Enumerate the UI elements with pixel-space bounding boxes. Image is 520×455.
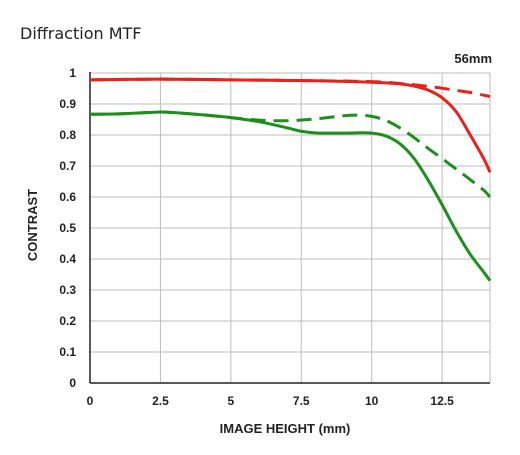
y-tick-label: 0.8 [59,128,76,142]
grid-lines [90,72,491,384]
y-tick-label: 0.5 [59,221,76,235]
x-axis-title: IMAGE HEIGHT (mm) [220,421,351,436]
tick-labels: 00.10.20.30.40.50.60.70.80.910 2.5 5 7.5 10 1… [59,66,454,408]
x-tick-label: 12.5 [430,394,454,408]
y-tick-label: 0.3 [59,283,76,297]
y-tick-label: 0.7 [59,159,76,173]
page-title: Diffraction MTF [20,24,142,43]
y-tick-label: 0.2 [59,314,76,328]
y-tick-label: 1 [69,66,76,80]
y-tick-label: 0.4 [59,252,76,266]
y-tick-label: 0 [69,376,76,390]
series-line-red-solid [89,77,492,173]
x-tick-label: 10 [365,394,379,408]
axes [89,72,490,384]
y-tick-label: 0.6 [59,190,76,204]
focal-length-label: 56mm [454,51,492,66]
x-tick-label: 2.5 [152,394,169,408]
x-tick-label: 0 [87,394,94,408]
y-tick-label: 0.1 [59,345,76,359]
x-tick-label: 7.5 [293,394,310,408]
y-tick-label: 0.9 [59,97,76,111]
series-lines [89,77,492,282]
x-tick-label: 5 [228,394,235,408]
y-axis-title: CONTRAST [25,189,40,261]
series-line-green-solid [89,110,492,282]
